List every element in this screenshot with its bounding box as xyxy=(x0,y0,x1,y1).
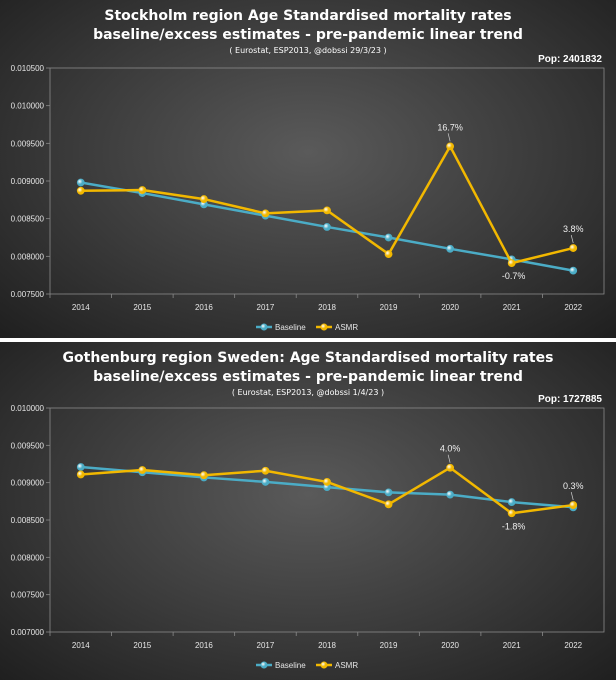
baseline-point xyxy=(569,266,578,275)
baseline-point xyxy=(76,178,85,187)
x-tick-label: 2015 xyxy=(133,303,151,312)
y-tick-label: 0.008000 xyxy=(11,252,45,261)
data-label-leader xyxy=(447,133,451,142)
baseline-point xyxy=(323,223,331,231)
x-tick-label: 2019 xyxy=(380,641,398,650)
y-tick-label: 0.010500 xyxy=(11,64,45,73)
data-label-leader xyxy=(570,234,574,244)
x-tick-label: 2020 xyxy=(441,641,459,650)
population-label: Pop: 2401832 xyxy=(538,54,602,65)
x-tick-label: 2017 xyxy=(257,303,275,312)
asmr-point xyxy=(138,186,147,194)
asmr-point xyxy=(76,186,85,195)
excess-data-label: 0.3% xyxy=(563,481,584,491)
baseline-point xyxy=(261,478,270,486)
legend-label-asmr: ASMR xyxy=(335,661,358,670)
y-tick-label: 0.009500 xyxy=(11,139,45,148)
y-tick-label: 0.010000 xyxy=(11,102,45,111)
x-tick-label: 2021 xyxy=(503,641,521,650)
x-tick-label: 2019 xyxy=(380,303,398,312)
asmr-point xyxy=(323,478,331,486)
asmr-point xyxy=(199,195,208,203)
stockholm-chart-svg: 0.007500 0.008000 0.008500 0.009000 0.009500… xyxy=(11,64,605,332)
y-tick-label: 0.009500 xyxy=(11,441,45,450)
asmr-point xyxy=(384,500,393,509)
y-tick-label: 0.009000 xyxy=(11,479,45,488)
population-label: Pop: 1727885 xyxy=(538,394,602,405)
x-tick-label: 2015 xyxy=(133,641,151,650)
x-tick-label: 2014 xyxy=(72,303,90,312)
baseline-point xyxy=(507,498,516,506)
legend-marker-baseline xyxy=(260,323,268,331)
asmr-point xyxy=(384,250,393,258)
plot-area xyxy=(49,407,605,633)
y-tick-label: 0.009000 xyxy=(11,177,45,186)
legend: Baseline ASMR xyxy=(256,661,358,670)
asmr-point xyxy=(261,466,270,475)
legend-label-baseline: Baseline xyxy=(275,323,306,332)
excess-data-label: 16.7% xyxy=(437,122,463,132)
chart-subtitle: baseline/excess estimates - pre-pandemic… xyxy=(93,369,523,385)
asmr-point xyxy=(138,466,147,474)
chart-title: Stockholm region Age Standardised mortal… xyxy=(104,8,512,24)
x-tick-label: 2020 xyxy=(441,303,459,312)
baseline-point xyxy=(446,490,455,499)
x-tick-label: 2022 xyxy=(564,303,582,312)
y-tick-label: 0.007000 xyxy=(11,628,45,637)
legend-marker-asmr xyxy=(320,661,328,669)
asmr-point xyxy=(507,509,516,518)
legend-label-asmr: ASMR xyxy=(335,323,358,332)
baseline-point xyxy=(446,244,455,253)
data-label-leader xyxy=(570,491,574,501)
x-tick-label: 2018 xyxy=(318,303,336,312)
asmr-point xyxy=(507,259,516,268)
y-tick-label: 0.008500 xyxy=(11,516,45,525)
y-tick-label: 0.010000 xyxy=(11,404,45,413)
asmr-point xyxy=(323,206,331,215)
excess-data-label: -0.7% xyxy=(502,271,526,281)
x-tick-label: 2018 xyxy=(318,641,336,650)
chart-subtitle: baseline/excess estimates - pre-pandemic… xyxy=(93,27,523,43)
legend-label-baseline: Baseline xyxy=(275,661,306,670)
legend: Baseline ASMR xyxy=(256,323,358,332)
chart-title: Gothenburg region Sweden: Age Standardis… xyxy=(62,350,554,366)
x-tick-label: 2021 xyxy=(503,303,521,312)
x-tick-label: 2014 xyxy=(72,641,90,650)
excess-data-label: 4.0% xyxy=(440,444,461,454)
baseline-point xyxy=(384,488,393,497)
x-tick-label: 2016 xyxy=(195,641,213,650)
asmr-point xyxy=(199,471,208,480)
asmr-point xyxy=(446,142,455,151)
chart-source: ( Eurostat, ESP2013, @dobssi 1/4/23 ) xyxy=(231,388,385,397)
baseline-point xyxy=(384,233,393,242)
chart-source: ( Eurostat, ESP2013, @dobssi 29/3/23 ) xyxy=(229,46,387,55)
stockholm-chart-panel: Stockholm region Age Standardised mortal… xyxy=(0,0,616,338)
x-tick-label: 2016 xyxy=(195,303,213,312)
asmr-point xyxy=(569,244,578,252)
legend-marker-asmr xyxy=(320,323,328,331)
y-tick-label: 0.007500 xyxy=(11,591,45,600)
data-label-leader xyxy=(447,454,451,463)
asmr-point xyxy=(569,501,578,509)
asmr-point xyxy=(446,463,455,472)
gothenburg-chart-svg: 0.007000 0.007500 0.008000 0.008500 0.009000… xyxy=(11,404,605,670)
baseline-point xyxy=(76,463,85,471)
asmr-point xyxy=(261,209,270,218)
asmr-series-line xyxy=(80,145,574,265)
legend-marker-baseline xyxy=(260,661,268,669)
gothenburg-chart-panel: Gothenburg region Sweden: Age Standardis… xyxy=(0,342,616,680)
y-tick-label: 0.008000 xyxy=(11,553,45,562)
excess-data-label: 3.8% xyxy=(563,224,584,234)
excess-data-label: -1.8% xyxy=(502,521,526,531)
asmr-point xyxy=(76,470,85,479)
y-tick-label: 0.007500 xyxy=(11,290,45,299)
x-tick-label: 2017 xyxy=(257,641,275,650)
y-tick-label: 0.008500 xyxy=(11,215,45,224)
x-tick-label: 2022 xyxy=(564,641,582,650)
